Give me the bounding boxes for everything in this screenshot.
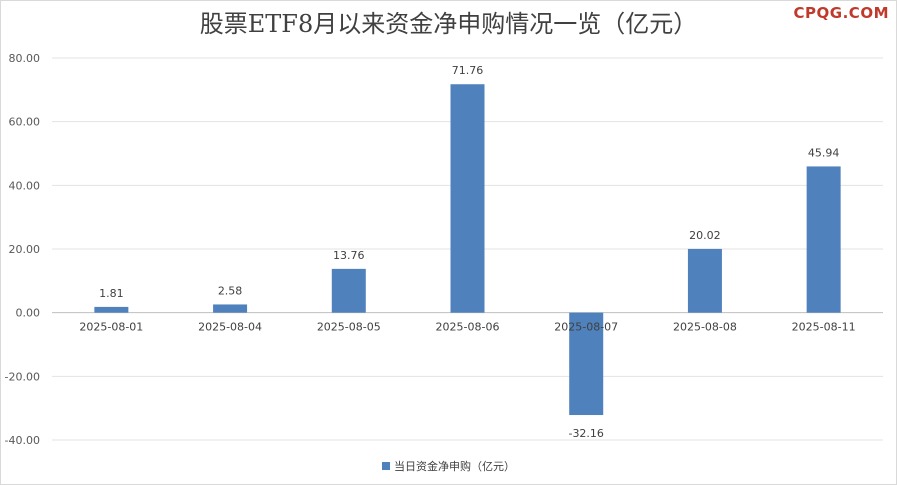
bar	[331, 268, 366, 313]
watermark: CPQG.COM	[793, 4, 889, 22]
x-tick-label: 2025-08-11	[792, 321, 856, 334]
bar	[213, 304, 248, 313]
y-tick-label: 20.00	[9, 243, 41, 256]
bar	[569, 312, 604, 416]
x-tick-label: 2025-08-04	[198, 321, 262, 334]
data-label: 20.02	[689, 229, 721, 242]
legend-label: 当日资金净申购（亿元）	[394, 460, 515, 473]
legend-swatch	[382, 462, 390, 470]
x-tick-label: 2025-08-01	[79, 321, 143, 334]
data-label: -32.16	[568, 427, 603, 440]
x-tick-label: 2025-08-07	[554, 321, 618, 334]
bar	[450, 84, 485, 313]
data-label: 71.76	[452, 64, 484, 77]
y-tick-label: 0.00	[16, 307, 41, 320]
data-label: 2.58	[218, 284, 243, 297]
y-tick-label: 60.00	[9, 116, 41, 129]
y-tick-label: 80.00	[9, 52, 41, 65]
bar	[687, 248, 722, 313]
chart-title: 股票ETF8月以来资金净申购情况一览（亿元）	[199, 10, 698, 38]
data-label: 1.81	[99, 287, 124, 300]
x-tick-label: 2025-08-08	[673, 321, 737, 334]
legend: 当日资金净申购（亿元）	[0, 458, 897, 474]
bar	[94, 306, 129, 313]
y-tick-label: -20.00	[5, 370, 40, 383]
y-tick-label: -40.00	[5, 434, 40, 447]
x-tick-label: 2025-08-05	[317, 321, 381, 334]
data-label: 13.76	[333, 249, 365, 262]
x-tick-label: 2025-08-06	[436, 321, 500, 334]
bar	[806, 166, 841, 313]
y-tick-label: 40.00	[9, 179, 41, 192]
data-label: 45.94	[808, 146, 840, 159]
